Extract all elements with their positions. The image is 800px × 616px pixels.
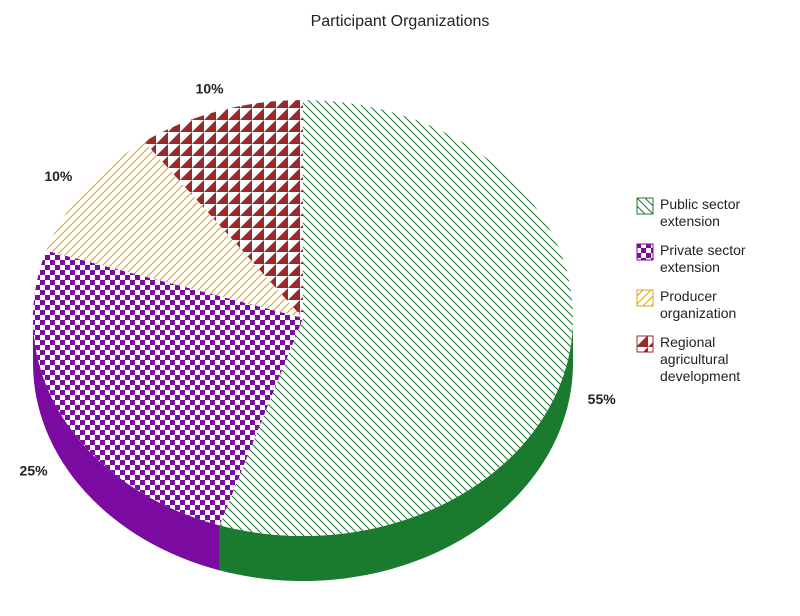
legend-swatch bbox=[636, 243, 654, 261]
legend-label: Producer organization bbox=[660, 288, 737, 321]
legend-label: Private sector extension bbox=[660, 242, 746, 275]
slice-side bbox=[219, 318, 573, 581]
slice bbox=[144, 100, 303, 318]
legend-swatch bbox=[636, 335, 654, 353]
slice-side bbox=[33, 318, 220, 571]
slice bbox=[46, 141, 303, 318]
legend-item: Private sector extension bbox=[636, 242, 786, 276]
slice bbox=[32, 250, 303, 526]
legend-item: Producer organization bbox=[636, 288, 786, 322]
legend: Public sector extension Private sector ex… bbox=[636, 196, 786, 397]
legend-swatch bbox=[636, 289, 654, 307]
value-label: 10% bbox=[196, 81, 225, 97]
chart-title: Participant Organizations bbox=[311, 13, 490, 30]
value-label: 10% bbox=[44, 168, 73, 184]
legend-item: Regional agricultural development bbox=[636, 334, 786, 385]
slice bbox=[219, 100, 574, 536]
legend-swatch bbox=[636, 197, 654, 215]
legend-label: Regional agricultural development bbox=[660, 334, 741, 384]
legend-label: Public sector extension bbox=[660, 196, 741, 229]
legend-item: Public sector extension bbox=[636, 196, 786, 230]
value-label: 25% bbox=[20, 463, 49, 479]
value-label: 55% bbox=[588, 391, 617, 407]
